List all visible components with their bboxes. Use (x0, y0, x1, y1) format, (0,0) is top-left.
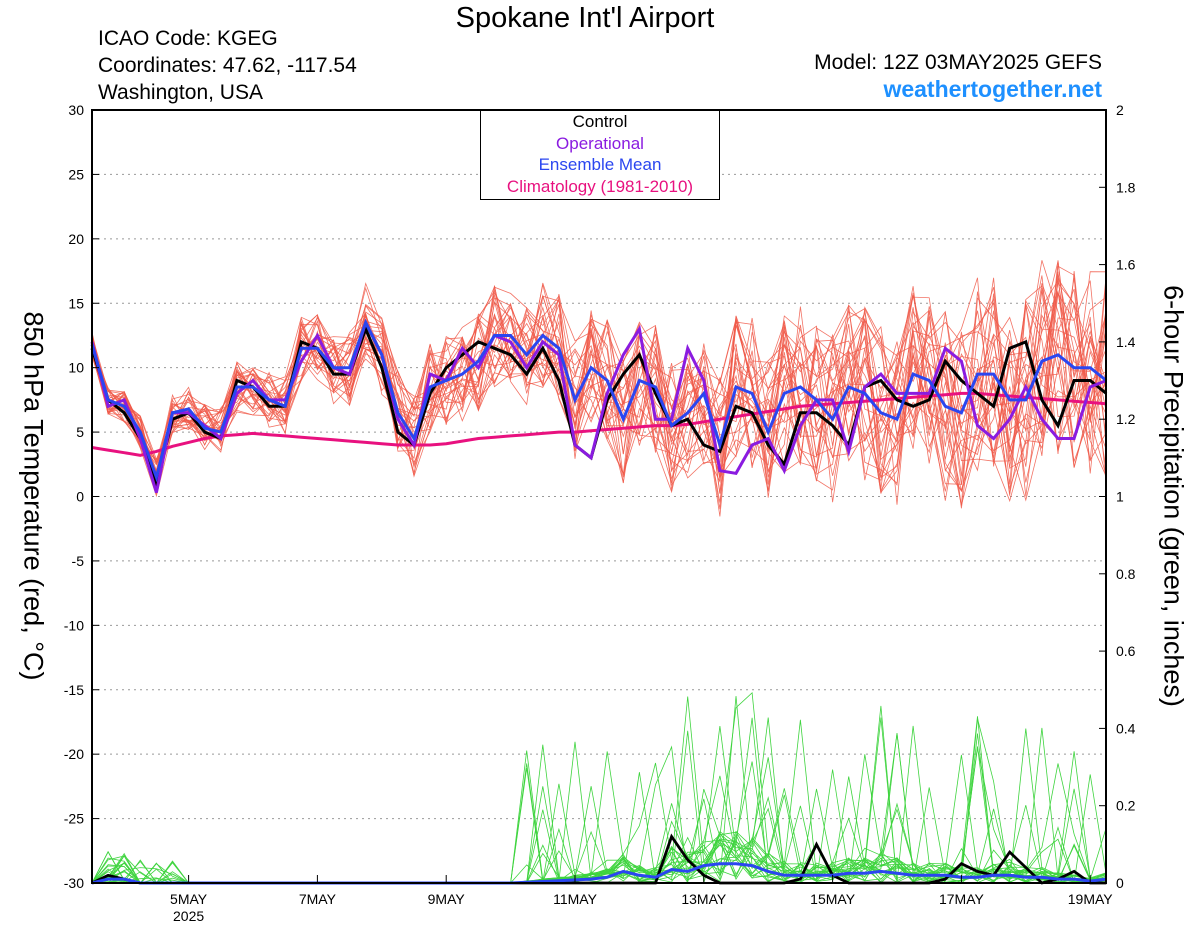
temp-operational-line (90, 318, 1107, 494)
temp-mean-line (90, 318, 1108, 483)
model-run: Model: 12Z 03MAY2025 GEFS (814, 51, 1102, 74)
y-left-tick-label: -30 (64, 875, 84, 891)
site-link[interactable]: weathertogether.net (883, 76, 1102, 102)
chart-title: Spokane Int'l Airport (455, 2, 715, 34)
y-right-tick-label: 1.6 (1116, 257, 1136, 273)
legend-operational: Operational (556, 133, 644, 153)
coordinates: Coordinates: 47.62, -117.54 (98, 54, 357, 77)
x-tick-label: 13MAY (681, 891, 727, 907)
y-left-tick-label: 10 (68, 360, 84, 376)
grid (92, 109, 1106, 884)
x-tick-year-label: 2025 (173, 908, 204, 924)
y-left-tick-label: 20 (68, 231, 84, 247)
legend-mean: Ensemble Mean (538, 155, 662, 174)
precip-member-line (91, 717, 1107, 884)
y-right-tick-label: 1.2 (1116, 411, 1136, 427)
icao-code: ICAO Code: KGEG (98, 27, 278, 50)
precip-member-line (91, 717, 1107, 884)
x-tick-label: 11MAY (553, 891, 597, 907)
x-tick-label: 19MAY (1068, 891, 1114, 907)
y-right-tick-label: 0.2 (1116, 798, 1136, 814)
precip-member-line (91, 757, 1107, 884)
x-tick-label: 5MAY (170, 891, 208, 907)
x-tick-label: 15MAY (810, 891, 856, 907)
y-left-tick-label: 15 (68, 295, 84, 311)
precip-member-line (91, 716, 1107, 884)
legend-control: Control (572, 112, 628, 131)
plot-frame (91, 109, 1107, 884)
y-left-tick-label: 0 (76, 489, 84, 505)
temp-member-line (91, 285, 1107, 487)
temp-member-line (91, 289, 1107, 505)
y-left-tick-label: 30 (68, 102, 84, 118)
precip-member-line (91, 718, 1107, 884)
y-right-tick-label: 1 (1116, 489, 1124, 505)
y-right-tick-label: 1.8 (1116, 179, 1136, 195)
y-right-tick-label: 0.4 (1116, 720, 1136, 736)
precip-member-line (91, 696, 1107, 884)
y-left-tick-label: -20 (64, 746, 84, 762)
temp-member-line (91, 277, 1107, 503)
precip-member-line (91, 691, 1107, 884)
y-right-tick-label: 1.4 (1116, 334, 1136, 350)
y-left-tick-label: -10 (64, 617, 84, 633)
y-left-tick-label: -25 (64, 811, 84, 827)
temp-main-series (90, 318, 1108, 494)
x-tick-label: 7MAY (299, 891, 337, 907)
precip-member-line (91, 767, 1107, 884)
x-tick-label: 9MAY (428, 891, 466, 907)
x-tick-label: 17MAY (939, 891, 985, 907)
location: Washington, USA (98, 81, 263, 104)
precip-member-line (91, 763, 1107, 884)
temp-member-line (91, 292, 1107, 501)
legend: Control Operational Ensemble Mean Climat… (480, 110, 720, 200)
temp-member-line (91, 277, 1107, 492)
y-right-tick-label: 0.8 (1116, 566, 1136, 582)
y-right-tick-label: 0 (1116, 875, 1124, 891)
axis-ticks: 302520151050-5-10-15-20-25-3021.81.61.41… (64, 102, 1136, 924)
y-left-tick-label: 5 (76, 424, 84, 440)
legend-climatology: Climatology (1981-2010) (506, 176, 694, 196)
y-left-tick-label: 25 (68, 166, 84, 182)
y-right-tick-label: 0.6 (1116, 643, 1136, 659)
precip-series (91, 691, 1107, 885)
y-left-tick-label: -15 (64, 682, 84, 698)
precip-member-line (91, 696, 1107, 884)
precip-member-line (91, 705, 1107, 884)
y-right-tick-label: 2 (1116, 102, 1124, 118)
y-left-tick-label: -5 (72, 553, 85, 569)
